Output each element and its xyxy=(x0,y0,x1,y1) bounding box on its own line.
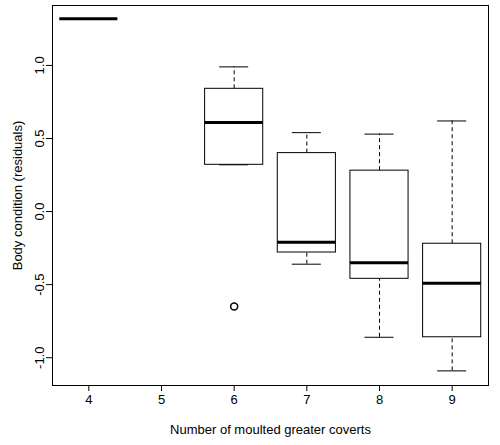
svg-text:4: 4 xyxy=(85,392,92,407)
svg-text:9: 9 xyxy=(449,392,456,407)
svg-text:Body condition (residuals): Body condition (residuals) xyxy=(10,121,25,271)
svg-text:7: 7 xyxy=(303,392,310,407)
svg-text:1.0: 1.0 xyxy=(32,56,47,74)
svg-text:8: 8 xyxy=(376,392,383,407)
svg-text:6: 6 xyxy=(231,392,238,407)
svg-text:-0.5: -0.5 xyxy=(32,273,47,295)
svg-text:0.5: 0.5 xyxy=(32,129,47,147)
svg-text:5: 5 xyxy=(158,392,165,407)
svg-text:0.0: 0.0 xyxy=(32,203,47,221)
svg-text:Number of moulted greater cove: Number of moulted greater coverts xyxy=(170,422,371,437)
svg-text:-1.0: -1.0 xyxy=(32,347,47,369)
